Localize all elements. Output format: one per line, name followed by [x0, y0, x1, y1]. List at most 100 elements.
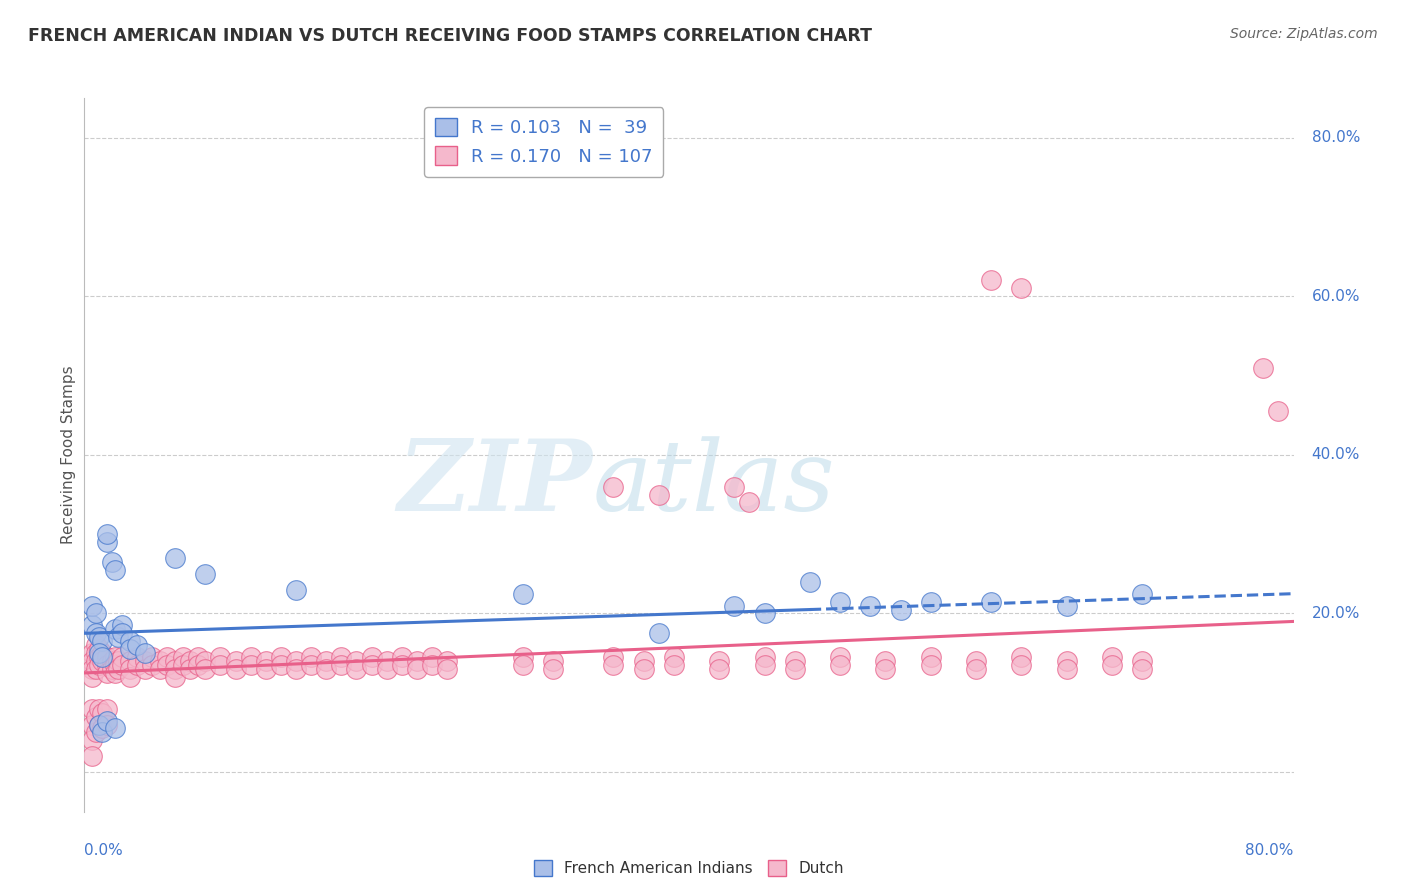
Text: 80.0%: 80.0%	[1246, 844, 1294, 858]
Point	[80, 618, 103, 632]
Point	[118, 642, 141, 657]
Point	[80, 654, 103, 668]
Point	[662, 650, 685, 665]
Point	[1251, 360, 1274, 375]
Point	[346, 662, 368, 676]
Point	[723, 599, 745, 613]
Point	[107, 630, 129, 644]
Point	[104, 658, 127, 673]
Point	[86, 607, 108, 621]
Point	[391, 658, 413, 673]
Point	[86, 725, 108, 739]
Point	[284, 654, 308, 668]
Point	[91, 634, 114, 648]
Point	[1010, 650, 1032, 665]
Point	[270, 658, 292, 673]
Text: Source: ZipAtlas.com: Source: ZipAtlas.com	[1230, 27, 1378, 41]
Point	[330, 658, 353, 673]
Point	[1010, 658, 1032, 673]
Point	[225, 662, 247, 676]
Point	[118, 670, 141, 684]
Text: 80.0%: 80.0%	[1312, 130, 1360, 145]
Point	[100, 662, 122, 676]
Point	[127, 658, 149, 673]
Point	[179, 654, 201, 668]
Point	[709, 662, 731, 676]
Point	[107, 662, 129, 676]
Text: 0.0%: 0.0%	[84, 844, 124, 858]
Text: 20.0%: 20.0%	[1312, 606, 1360, 621]
Point	[512, 658, 534, 673]
Point	[118, 654, 141, 668]
Point	[118, 634, 141, 648]
Point	[80, 717, 103, 731]
Point	[284, 662, 308, 676]
Point	[254, 654, 277, 668]
Point	[111, 650, 134, 665]
Point	[225, 654, 247, 668]
Point	[96, 535, 118, 549]
Point	[86, 662, 108, 676]
Point	[89, 630, 111, 644]
Point	[391, 650, 413, 665]
Point	[980, 273, 1002, 287]
Point	[754, 607, 776, 621]
Point	[859, 599, 882, 613]
Point	[754, 658, 776, 673]
Point	[96, 701, 118, 715]
Point	[91, 646, 114, 660]
Point	[194, 566, 217, 581]
Point	[375, 654, 398, 668]
Point	[100, 555, 122, 569]
Point	[89, 717, 111, 731]
Point	[156, 650, 179, 665]
Point	[647, 626, 671, 640]
Point	[156, 658, 179, 673]
Point	[134, 662, 156, 676]
Point	[80, 599, 103, 613]
Point	[96, 650, 118, 665]
Legend: French American Indians, Dutch: French American Indians, Dutch	[527, 855, 851, 882]
Point	[89, 701, 111, 715]
Point	[512, 650, 534, 665]
Point	[134, 654, 156, 668]
Point	[830, 650, 852, 665]
Point	[100, 654, 122, 668]
Point	[1101, 658, 1123, 673]
Point	[172, 650, 194, 665]
Point	[830, 658, 852, 673]
Point	[1101, 650, 1123, 665]
Point	[86, 654, 108, 668]
Point	[134, 646, 156, 660]
Text: FRENCH AMERICAN INDIAN VS DUTCH RECEIVING FOOD STAMPS CORRELATION CHART: FRENCH AMERICAN INDIAN VS DUTCH RECEIVIN…	[28, 27, 872, 45]
Point	[436, 654, 458, 668]
Point	[89, 717, 111, 731]
Point	[980, 594, 1002, 608]
Point	[965, 654, 987, 668]
Point	[920, 594, 942, 608]
Point	[602, 480, 624, 494]
Point	[96, 665, 118, 680]
Point	[1056, 654, 1078, 668]
Point	[194, 654, 217, 668]
Point	[96, 658, 118, 673]
Point	[80, 662, 103, 676]
Point	[91, 725, 114, 739]
Point	[163, 654, 186, 668]
Point	[875, 654, 897, 668]
Point	[80, 749, 103, 764]
Point	[920, 658, 942, 673]
Point	[149, 662, 172, 676]
Text: 60.0%: 60.0%	[1312, 289, 1360, 304]
Point	[91, 722, 114, 736]
Point	[86, 709, 108, 723]
Point	[723, 480, 745, 494]
Point	[1130, 587, 1153, 601]
Point	[360, 658, 382, 673]
Point	[111, 626, 134, 640]
Point	[194, 662, 217, 676]
Point	[163, 551, 186, 566]
Point	[830, 594, 852, 608]
Y-axis label: Receiving Food Stamps: Receiving Food Stamps	[60, 366, 76, 544]
Point	[209, 650, 232, 665]
